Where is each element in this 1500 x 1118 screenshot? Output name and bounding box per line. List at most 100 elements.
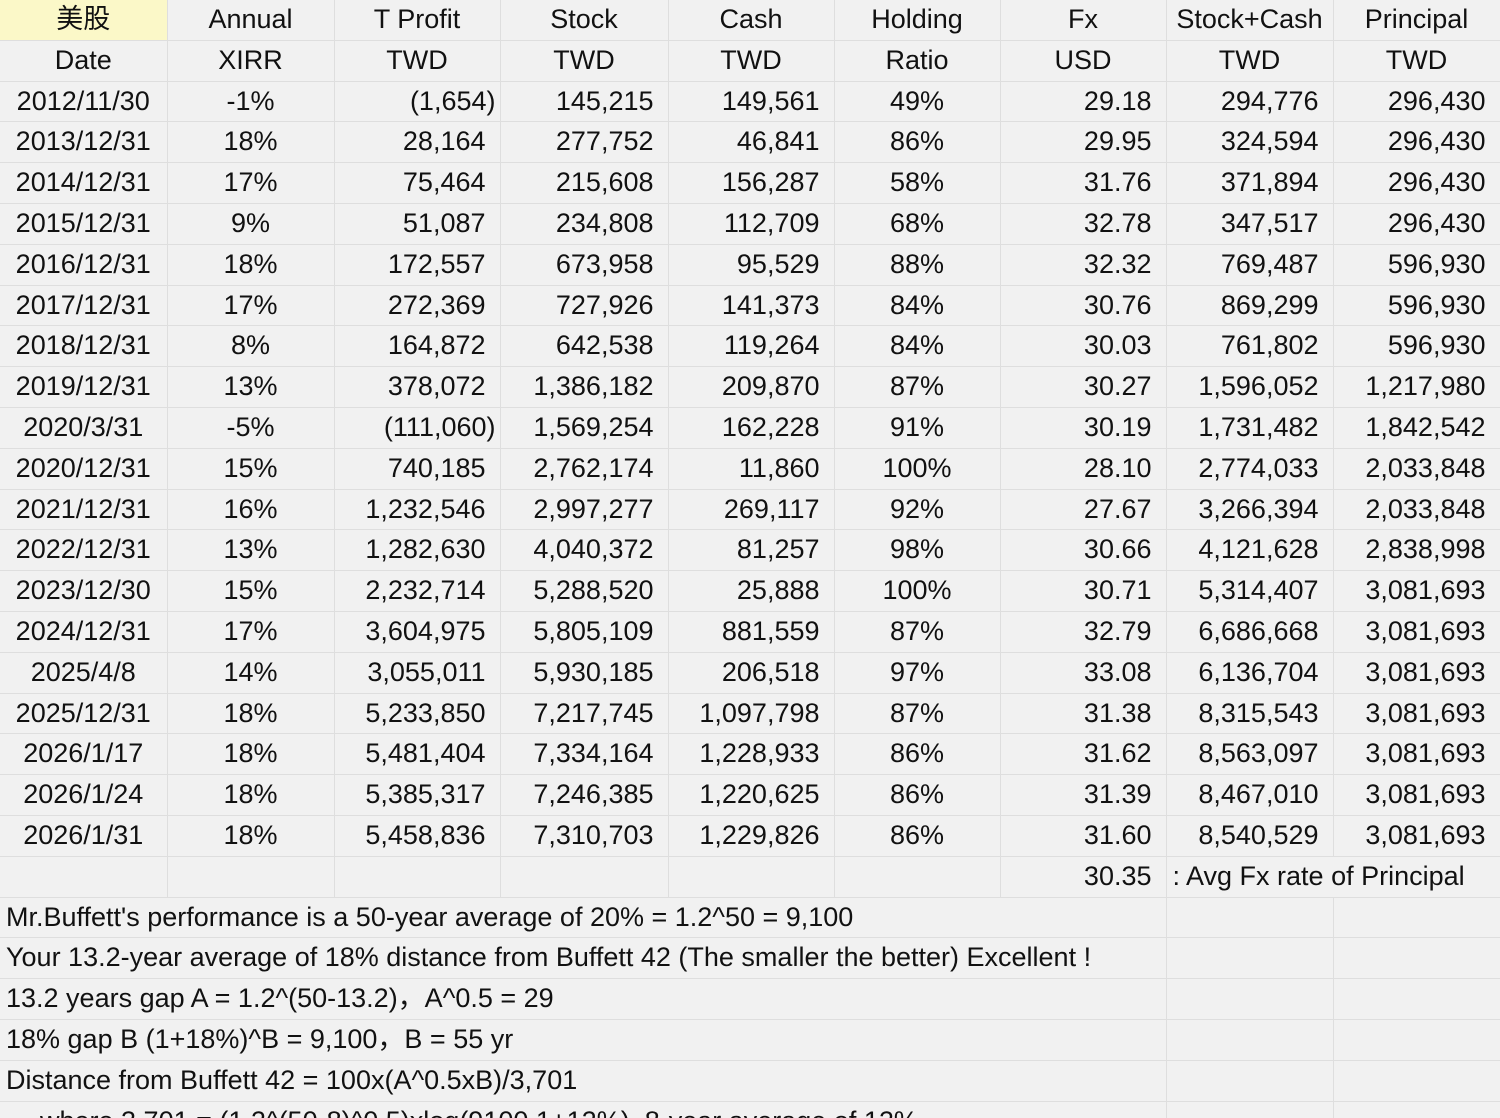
cell-stock[interactable]: 5,805,109 <box>500 611 669 653</box>
cell-holding-ratio[interactable]: 87% <box>834 693 1001 735</box>
cell-stock[interactable]: 215,608 <box>500 162 669 204</box>
cell-cash[interactable]: 1,228,933 <box>668 733 835 776</box>
cell-xirr[interactable]: 9% <box>167 203 335 245</box>
cell-xirr[interactable]: 18% <box>167 121 335 164</box>
cell-holding-ratio[interactable]: 68% <box>834 203 1001 245</box>
cell-principal[interactable]: 1,217,980 <box>1333 366 1500 408</box>
cell-date[interactable]: 2013/12/31 <box>0 121 168 164</box>
cell-fx[interactable]: 31.38 <box>1000 693 1167 735</box>
cell-cash[interactable]: 95,529 <box>668 244 835 286</box>
empty-cell[interactable] <box>1166 1019 1334 1061</box>
header-cell-stock-cash-unit[interactable]: TWD <box>1166 40 1334 82</box>
cell-fx[interactable]: 30.03 <box>1000 325 1167 368</box>
cell-stock[interactable]: 642,538 <box>500 325 669 368</box>
cell-date[interactable]: 2018/12/31 <box>0 325 168 368</box>
header-cell-principal[interactable]: Principal <box>1333 0 1500 41</box>
cell-t-profit[interactable]: 5,481,404 <box>334 733 501 776</box>
cell-xirr[interactable]: 8% <box>167 325 335 368</box>
cell-stock-cash[interactable]: 8,540,529 <box>1166 815 1334 857</box>
cell-stock[interactable]: 673,958 <box>500 244 669 286</box>
cell-date[interactable]: 2026/1/17 <box>0 733 168 776</box>
cell-stock[interactable]: 7,246,385 <box>500 774 669 816</box>
cell-date[interactable]: 2026/1/24 <box>0 774 168 816</box>
cell-fx[interactable]: 31.60 <box>1000 815 1167 857</box>
cell-cash[interactable]: 881,559 <box>668 611 835 653</box>
cell-fx[interactable]: 29.95 <box>1000 121 1167 164</box>
cell-stock-cash[interactable]: 371,894 <box>1166 162 1334 204</box>
cell-holding-ratio[interactable]: 58% <box>834 162 1001 204</box>
cell-stock[interactable]: 727,926 <box>500 285 669 327</box>
header-cell-t-profit[interactable]: T Profit <box>334 0 501 41</box>
empty-cell[interactable] <box>1333 1019 1500 1061</box>
header-cell-stock[interactable]: Stock <box>500 0 669 41</box>
cell-principal[interactable]: 2,033,848 <box>1333 489 1500 531</box>
note-text[interactable]: Your 13.2-year average of 18% distance f… <box>0 937 1167 980</box>
note-text[interactable]: Mr.Buffett's performance is a 50-year av… <box>0 897 1167 939</box>
header-cell-fx[interactable]: Fx <box>1000 0 1167 41</box>
cell-t-profit[interactable]: 5,233,850 <box>334 693 501 735</box>
empty-cell[interactable] <box>1166 1060 1334 1102</box>
cell-holding-ratio[interactable]: 88% <box>834 244 1001 286</box>
cell-principal[interactable]: 2,838,998 <box>1333 529 1500 572</box>
cell-date[interactable]: 2019/12/31 <box>0 366 168 408</box>
cell-stock[interactable]: 1,569,254 <box>500 407 669 449</box>
cell-cash[interactable]: 209,870 <box>668 366 835 408</box>
cell-xirr[interactable]: 15% <box>167 570 335 612</box>
header-cell-stock-cash[interactable]: Stock+Cash <box>1166 0 1334 41</box>
cell-holding-ratio[interactable]: 98% <box>834 529 1001 572</box>
header-cell-holding[interactable]: Holding <box>834 0 1001 41</box>
cell-holding-ratio[interactable]: 87% <box>834 611 1001 653</box>
cell-date[interactable]: 2016/12/31 <box>0 244 168 286</box>
cell-fx[interactable]: 29.18 <box>1000 81 1167 123</box>
cell-principal[interactable]: 3,081,693 <box>1333 693 1500 735</box>
empty-cell[interactable] <box>1333 1101 1500 1118</box>
empty-cell[interactable] <box>668 856 835 898</box>
cell-principal[interactable]: 596,930 <box>1333 285 1500 327</box>
cell-t-profit[interactable]: 272,369 <box>334 285 501 327</box>
cell-cash[interactable]: 11,860 <box>668 448 835 490</box>
cell-principal[interactable]: 296,430 <box>1333 121 1500 164</box>
empty-cell[interactable] <box>1166 897 1334 939</box>
cell-cash[interactable]: 162,228 <box>668 407 835 449</box>
cell-t-profit[interactable]: 3,604,975 <box>334 611 501 653</box>
empty-cell[interactable] <box>1333 897 1500 939</box>
cell-stock[interactable]: 1,386,182 <box>500 366 669 408</box>
cell-cash[interactable]: 112,709 <box>668 203 835 245</box>
header-cell-t-profit-unit[interactable]: TWD <box>334 40 501 82</box>
cell-xirr[interactable]: -5% <box>167 407 335 449</box>
empty-cell[interactable] <box>1166 978 1334 1020</box>
cell-holding-ratio[interactable]: 86% <box>834 733 1001 776</box>
cell-cash[interactable]: 81,257 <box>668 529 835 572</box>
cell-holding-ratio[interactable]: 91% <box>834 407 1001 449</box>
header-cell-date[interactable]: Date <box>0 40 168 82</box>
cell-stock-cash[interactable]: 6,136,704 <box>1166 652 1334 694</box>
cell-stock[interactable]: 5,288,520 <box>500 570 669 612</box>
header-cell-stock-unit[interactable]: TWD <box>500 40 669 82</box>
cell-cash[interactable]: 119,264 <box>668 325 835 368</box>
cell-stock-cash[interactable]: 761,802 <box>1166 325 1334 368</box>
cell-t-profit[interactable]: (1,654) <box>334 81 501 123</box>
cell-principal[interactable]: 3,081,693 <box>1333 652 1500 694</box>
cell-fx[interactable]: 31.62 <box>1000 733 1167 776</box>
cell-xirr[interactable]: 17% <box>167 285 335 327</box>
cell-stock-cash[interactable]: 8,563,097 <box>1166 733 1334 776</box>
cell-stock[interactable]: 4,040,372 <box>500 529 669 572</box>
cell-holding-ratio[interactable]: 86% <box>834 121 1001 164</box>
cell-date[interactable]: 2017/12/31 <box>0 285 168 327</box>
cell-holding-ratio[interactable]: 92% <box>834 489 1001 531</box>
cell-t-profit[interactable]: 5,385,317 <box>334 774 501 816</box>
cell-cash[interactable]: 1,220,625 <box>668 774 835 816</box>
cell-stock-cash[interactable]: 769,487 <box>1166 244 1334 286</box>
cell-date[interactable]: 2022/12/31 <box>0 529 168 572</box>
cell-xirr[interactable]: 18% <box>167 815 335 857</box>
cell-principal[interactable]: 3,081,693 <box>1333 815 1500 857</box>
cell-principal[interactable]: 3,081,693 <box>1333 611 1500 653</box>
cell-stock-cash[interactable]: 347,517 <box>1166 203 1334 245</box>
cell-xirr[interactable]: 13% <box>167 529 335 572</box>
cell-holding-ratio[interactable]: 97% <box>834 652 1001 694</box>
cell-stock[interactable]: 7,310,703 <box>500 815 669 857</box>
empty-cell[interactable] <box>167 856 335 898</box>
cell-t-profit[interactable]: 5,458,836 <box>334 815 501 857</box>
empty-cell[interactable] <box>334 856 501 898</box>
cell-fx[interactable]: 33.08 <box>1000 652 1167 694</box>
